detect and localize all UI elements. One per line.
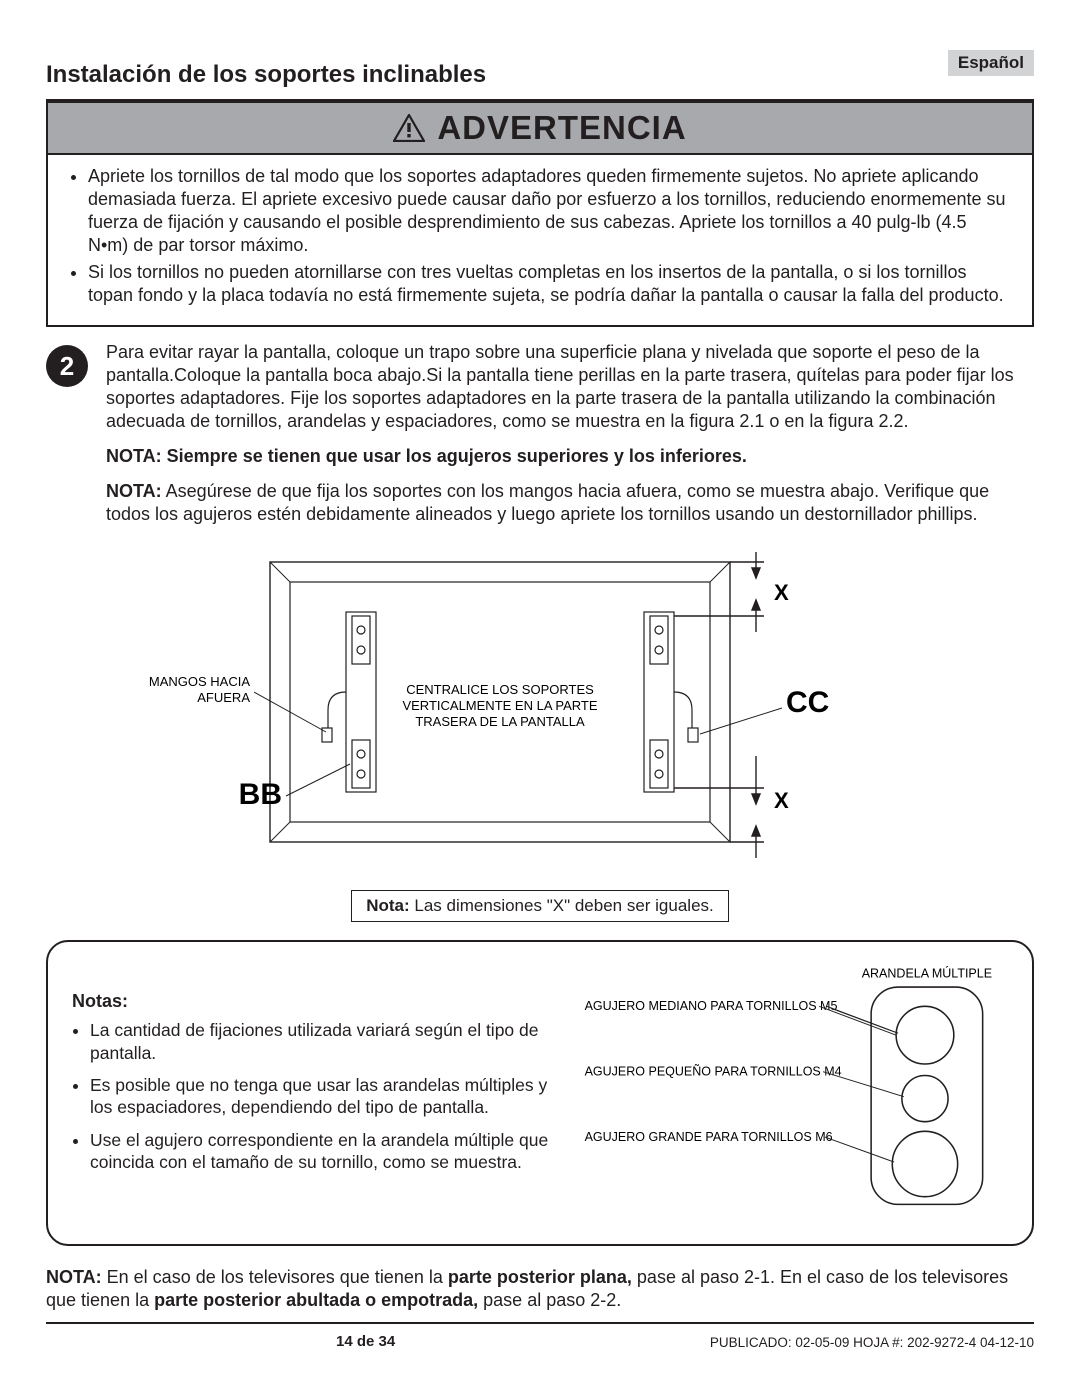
fig-handles-l1: MANGOS HACIA (149, 674, 250, 689)
nota2-lead: NOTA: (106, 481, 162, 501)
language-tag: Español (948, 50, 1034, 76)
dimension-note: Nota: Las dimensiones "X" deben ser igua… (351, 890, 729, 922)
notas-bullet: La cantidad de fijaciones utilizada vari… (90, 1019, 555, 1064)
step-intro: Para evitar rayar la pantalla, coloque u… (106, 341, 1034, 433)
warning-list: Apriete los tornillos de tal modo que lo… (48, 155, 1032, 307)
fig-handles-l2: AFUERA (197, 690, 250, 705)
warning-icon (393, 114, 425, 142)
step-2: 2 Para evitar rayar la pantalla, coloque… (46, 341, 1034, 538)
washer-hole-m5 (897, 1006, 955, 1064)
final-note-lead: NOTA: (46, 1267, 102, 1287)
page-number: 14 de 34 (336, 1332, 395, 1351)
fig-center-l2: VERTICALMENTE EN LA PARTE (402, 698, 597, 713)
final-note-b1: parte posterior plana, (448, 1267, 632, 1287)
warning-bullet: Apriete los tornillos de tal modo que lo… (88, 165, 1008, 257)
assembly-figure: CENTRALICE LOS SOPORTES VERTICALMENTE EN… (46, 552, 1034, 892)
final-note-seg3: pase al paso 2-2. (478, 1290, 621, 1310)
washer-label-m4: AGUJERO PEQUEÑO PARA TORNILLOS M4 (585, 1065, 842, 1079)
fig-bb: BB (239, 778, 282, 811)
dim-note-rest: Las dimensiones "X" deben ser iguales. (410, 896, 714, 915)
notas-box: Notas: La cantidad de fijaciones utiliza… (46, 940, 1034, 1246)
washer-hole-m6 (893, 1131, 958, 1196)
notas-title: Notas: (72, 990, 555, 1013)
washer-hole-m4 (902, 1076, 948, 1122)
washer-title: ARANDELA MÚLTIPLE (862, 966, 992, 981)
step-nota-bold: NOTA: Siempre se tienen que usar los agu… (106, 445, 1034, 468)
footer-rule (46, 1322, 1034, 1324)
publication-info: PUBLICADO: 02-05-09 HOJA #: 202-9272-4 0… (710, 1332, 1034, 1351)
step-number-badge: 2 (46, 345, 88, 387)
warning-banner: ADVERTENCIA (48, 103, 1032, 155)
final-note: NOTA: En el caso de los televisores que … (46, 1266, 1034, 1312)
page-footer: 14 de 34 PUBLICADO: 02-05-09 HOJA #: 202… (46, 1332, 1034, 1351)
washer-label-m6: AGUJERO GRANDE PARA TORNILLOS M6 (585, 1130, 833, 1144)
washer-figure: ARANDELA MÚLTIPLE AGUJERO MEDIANO PARA T… (577, 964, 1008, 1214)
final-note-b2: parte posterior abultada o empotrada, (154, 1290, 478, 1310)
fig-cc: CC (786, 686, 829, 719)
warning-box: ADVERTENCIA Apriete los tornillos de tal… (46, 101, 1034, 327)
nota2-body: Asegúrese de que fija los soportes con l… (106, 481, 989, 524)
warning-title: ADVERTENCIA (437, 107, 686, 149)
fig-x-bot: X (774, 788, 789, 813)
washer-label-m5: AGUJERO MEDIANO PARA TORNILLOS M5 (585, 999, 838, 1013)
fig-x-top: X (774, 580, 789, 605)
fig-center-l3: TRASERA DE LA PANTALLA (415, 714, 585, 729)
final-note-seg1: En el caso de los televisores que tienen… (102, 1267, 448, 1287)
dim-note-bold: Nota: (366, 896, 409, 915)
step-nota2: NOTA: Asegúrese de que fija los soportes… (106, 480, 1034, 526)
fig-center-l1: CENTRALICE LOS SOPORTES (406, 682, 594, 697)
notas-bullet: Use el agujero correspondiente en la ara… (90, 1129, 555, 1174)
notas-bullet: Es posible que no tenga que usar las ara… (90, 1074, 555, 1119)
page-title: Instalación de los soportes inclinables (46, 60, 1034, 91)
warning-bullet: Si los tornillos no pueden atornillarse … (88, 261, 1008, 307)
